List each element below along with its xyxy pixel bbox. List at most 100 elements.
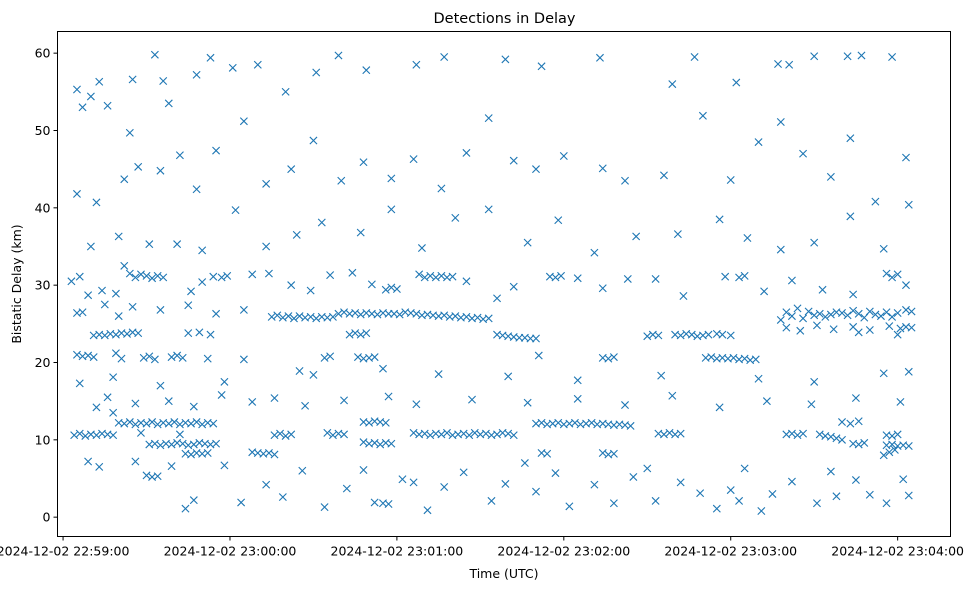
data-point bbox=[854, 417, 863, 426]
data-point bbox=[470, 428, 479, 437]
data-point bbox=[757, 506, 766, 515]
y-axis: 0 10 20 30 40 50 60 bbox=[35, 46, 58, 525]
data-point bbox=[184, 301, 193, 310]
data-point bbox=[465, 431, 474, 440]
data-point bbox=[334, 309, 343, 318]
data-point bbox=[849, 306, 858, 315]
data-point bbox=[740, 354, 749, 363]
data-point bbox=[262, 242, 271, 251]
data-point bbox=[520, 459, 529, 468]
data-point bbox=[426, 431, 435, 440]
data-point bbox=[826, 172, 835, 181]
data-point bbox=[150, 50, 159, 59]
data-point bbox=[668, 80, 677, 89]
data-point bbox=[109, 431, 118, 440]
data-point bbox=[609, 449, 618, 458]
data-point bbox=[95, 77, 104, 86]
data-point bbox=[223, 271, 232, 280]
data-point bbox=[153, 420, 162, 429]
data-point bbox=[735, 496, 744, 505]
y-axis-label: Bistatic Delay (km) bbox=[9, 224, 24, 343]
data-point bbox=[532, 165, 540, 174]
data-point bbox=[287, 281, 296, 290]
data-point bbox=[370, 353, 379, 362]
data-point bbox=[67, 277, 76, 286]
data-point bbox=[595, 53, 604, 62]
data-point bbox=[537, 62, 546, 71]
data-point bbox=[351, 309, 360, 317]
y-tick-label: 50 bbox=[35, 123, 51, 138]
data-point bbox=[150, 439, 159, 448]
data-point bbox=[384, 392, 393, 401]
data-point bbox=[893, 430, 902, 439]
data-point bbox=[787, 276, 796, 285]
data-point bbox=[760, 287, 769, 296]
data-point bbox=[72, 350, 81, 359]
data-point bbox=[846, 419, 855, 428]
data-point bbox=[437, 430, 446, 439]
data-point bbox=[209, 272, 218, 281]
data-point bbox=[328, 312, 337, 321]
data-point bbox=[459, 429, 468, 438]
data-point bbox=[248, 397, 257, 406]
data-point bbox=[532, 487, 540, 496]
data-point bbox=[164, 397, 173, 406]
data-point bbox=[317, 218, 326, 227]
data-point bbox=[114, 312, 123, 321]
data-point bbox=[298, 466, 307, 475]
data-point bbox=[109, 373, 118, 382]
data-point bbox=[437, 184, 446, 193]
data-point bbox=[751, 355, 760, 364]
data-point bbox=[559, 152, 568, 160]
data-point bbox=[876, 312, 885, 321]
data-point bbox=[117, 354, 126, 363]
data-point bbox=[849, 290, 858, 299]
data-point bbox=[532, 334, 540, 343]
x-tick-label: 2024-12-02 23:03:00 bbox=[664, 544, 797, 559]
data-point bbox=[412, 309, 421, 318]
data-point bbox=[570, 418, 579, 427]
data-point bbox=[92, 431, 101, 440]
data-point bbox=[167, 462, 176, 471]
data-point bbox=[796, 326, 805, 335]
data-point bbox=[125, 269, 134, 278]
data-point bbox=[228, 63, 237, 72]
data-point bbox=[417, 244, 426, 253]
data-point bbox=[543, 449, 552, 458]
data-point bbox=[239, 355, 248, 364]
data-point bbox=[156, 305, 165, 314]
data-point bbox=[278, 313, 287, 322]
data-point bbox=[378, 364, 387, 373]
data-point bbox=[807, 400, 816, 409]
data-point bbox=[131, 457, 140, 466]
data-point bbox=[398, 475, 407, 484]
data-point bbox=[846, 134, 855, 143]
data-point bbox=[262, 179, 271, 188]
data-point bbox=[86, 92, 95, 101]
data-point bbox=[356, 228, 365, 237]
data-point bbox=[120, 175, 129, 184]
data-point bbox=[609, 499, 618, 508]
data-point bbox=[359, 158, 368, 167]
data-point bbox=[131, 273, 140, 282]
data-point bbox=[86, 242, 95, 251]
data-point bbox=[148, 418, 157, 427]
data-point bbox=[312, 68, 321, 77]
data-point bbox=[882, 269, 891, 278]
data-point bbox=[153, 271, 162, 280]
data-point bbox=[462, 148, 471, 157]
data-point bbox=[509, 431, 518, 440]
data-point bbox=[440, 483, 449, 491]
data-point bbox=[885, 322, 894, 331]
data-point bbox=[209, 419, 218, 428]
data-point bbox=[573, 394, 582, 403]
data-point bbox=[893, 330, 902, 339]
data-point bbox=[888, 440, 897, 449]
data-point bbox=[198, 420, 207, 429]
data-point bbox=[281, 87, 290, 96]
data-point bbox=[854, 328, 863, 337]
data-point bbox=[156, 381, 165, 390]
data-point bbox=[812, 499, 821, 508]
data-point bbox=[270, 394, 279, 403]
